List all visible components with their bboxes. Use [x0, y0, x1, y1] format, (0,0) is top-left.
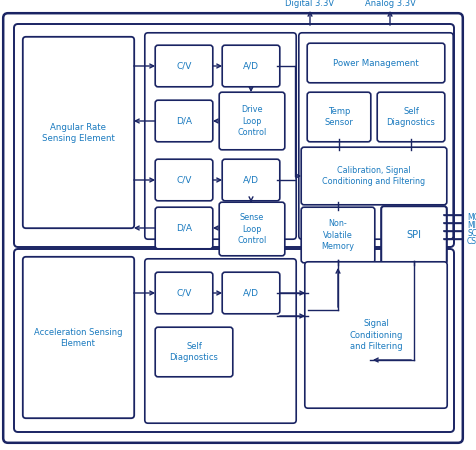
Text: Self
Diagnostics: Self Diagnostics — [387, 107, 436, 127]
FancyBboxPatch shape — [305, 262, 447, 408]
FancyBboxPatch shape — [14, 249, 454, 432]
FancyBboxPatch shape — [155, 207, 213, 249]
FancyBboxPatch shape — [307, 43, 445, 83]
Text: Temp
Sensor: Temp Sensor — [325, 107, 354, 127]
FancyBboxPatch shape — [14, 24, 454, 247]
FancyBboxPatch shape — [155, 159, 213, 201]
Text: Analog 3.3V: Analog 3.3V — [365, 0, 416, 9]
FancyBboxPatch shape — [377, 92, 445, 142]
FancyBboxPatch shape — [301, 207, 375, 263]
FancyBboxPatch shape — [155, 100, 213, 142]
FancyBboxPatch shape — [299, 33, 453, 239]
Text: D/A: D/A — [176, 224, 192, 233]
FancyBboxPatch shape — [381, 206, 447, 264]
Text: SCK: SCK — [467, 230, 476, 238]
FancyBboxPatch shape — [155, 45, 213, 87]
Text: C/V: C/V — [176, 62, 192, 71]
FancyBboxPatch shape — [219, 92, 285, 150]
Text: Acceleration Sensing
Element: Acceleration Sensing Element — [34, 328, 122, 348]
Text: Digital 3.3V: Digital 3.3V — [286, 0, 335, 9]
FancyBboxPatch shape — [222, 159, 280, 201]
FancyBboxPatch shape — [219, 202, 285, 256]
FancyBboxPatch shape — [301, 147, 447, 205]
FancyBboxPatch shape — [145, 33, 296, 239]
Text: C/V: C/V — [176, 288, 192, 297]
Text: CSB: CSB — [467, 238, 476, 247]
Text: Drive
Loop
Control: Drive Loop Control — [238, 105, 267, 137]
Text: Signal
Conditioning
and Filtering: Signal Conditioning and Filtering — [349, 320, 403, 351]
Text: Calibration, Signal
Conditioning and Filtering: Calibration, Signal Conditioning and Fil… — [322, 166, 426, 186]
Text: A/D: A/D — [243, 62, 259, 71]
FancyBboxPatch shape — [155, 327, 233, 377]
Text: Power Management: Power Management — [333, 58, 419, 68]
Text: MISO: MISO — [467, 221, 476, 230]
Text: MOSI: MOSI — [467, 213, 476, 222]
FancyBboxPatch shape — [23, 257, 134, 418]
Text: Sense
Loop
Control: Sense Loop Control — [238, 213, 267, 245]
FancyBboxPatch shape — [23, 37, 134, 228]
Text: SPI: SPI — [407, 230, 422, 240]
Text: D/A: D/A — [176, 117, 192, 126]
Text: A/D: A/D — [243, 288, 259, 297]
FancyBboxPatch shape — [3, 13, 463, 443]
FancyBboxPatch shape — [307, 92, 371, 142]
Text: Self
Diagnostics: Self Diagnostics — [169, 342, 218, 362]
Text: Angular Rate
Sensing Element: Angular Rate Sensing Element — [41, 123, 114, 143]
FancyBboxPatch shape — [155, 272, 213, 314]
Text: C/V: C/V — [176, 176, 192, 184]
FancyBboxPatch shape — [222, 272, 280, 314]
Text: Non-
Volatile
Memory: Non- Volatile Memory — [321, 220, 355, 251]
FancyBboxPatch shape — [145, 259, 296, 423]
Text: A/D: A/D — [243, 176, 259, 184]
FancyBboxPatch shape — [222, 45, 280, 87]
